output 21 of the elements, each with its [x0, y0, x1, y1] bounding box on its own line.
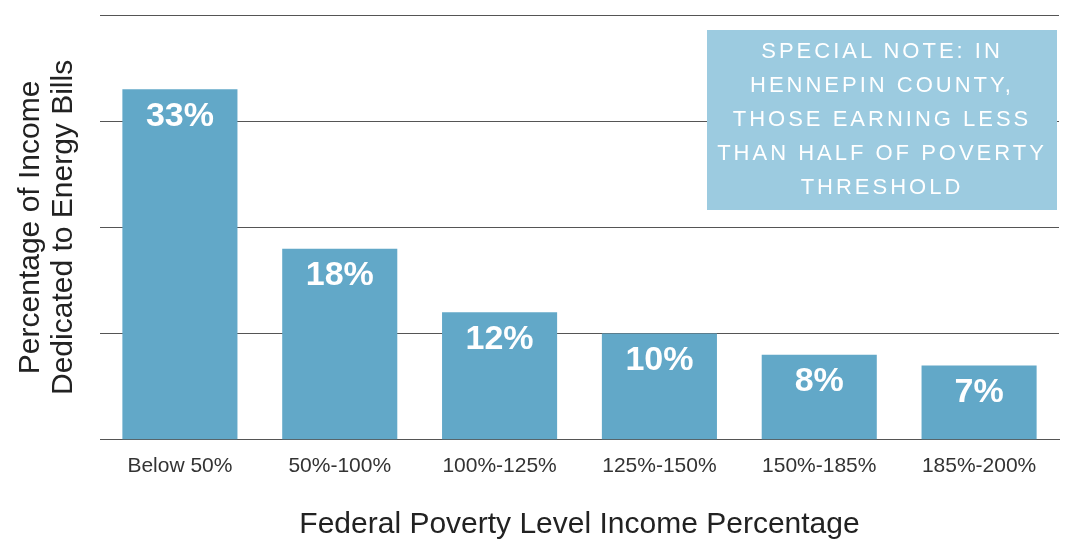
annotation: SPECIAL NOTE: IN HENNEPIN COUNTY, THOSE EARNING LESS THAN HALF OF POVERTY THRESHOLD: [717, 38, 1047, 200]
y-axis-title: Percentage of Income Dedicated to Energy Bills: [11, 59, 78, 395]
bar: [921, 365, 1037, 440]
data-label: 18%: [305, 254, 374, 293]
x-tick-label: 185%-200%: [921, 453, 1037, 477]
data-label: 12%: [465, 317, 534, 356]
x-tick-label: 50%-100%: [288, 453, 392, 477]
data-label: 7%: [954, 370, 1004, 409]
x-tick-label: 150%-185%: [762, 453, 877, 477]
bar: [282, 248, 398, 440]
data-label: 33%: [145, 94, 214, 133]
data-label: 8%: [794, 360, 844, 399]
bar: [442, 312, 558, 440]
bar: [601, 333, 717, 440]
x-tick-label: 125%-150%: [602, 453, 717, 477]
x-tick-label: Below 50%: [127, 453, 233, 477]
bar: [761, 354, 877, 440]
x-axis-title: Federal Poverty Level Income Percentage: [299, 506, 860, 540]
x-tick-label: 100%-125%: [442, 453, 557, 477]
bar: [122, 89, 238, 440]
data-label: 10%: [625, 338, 694, 377]
